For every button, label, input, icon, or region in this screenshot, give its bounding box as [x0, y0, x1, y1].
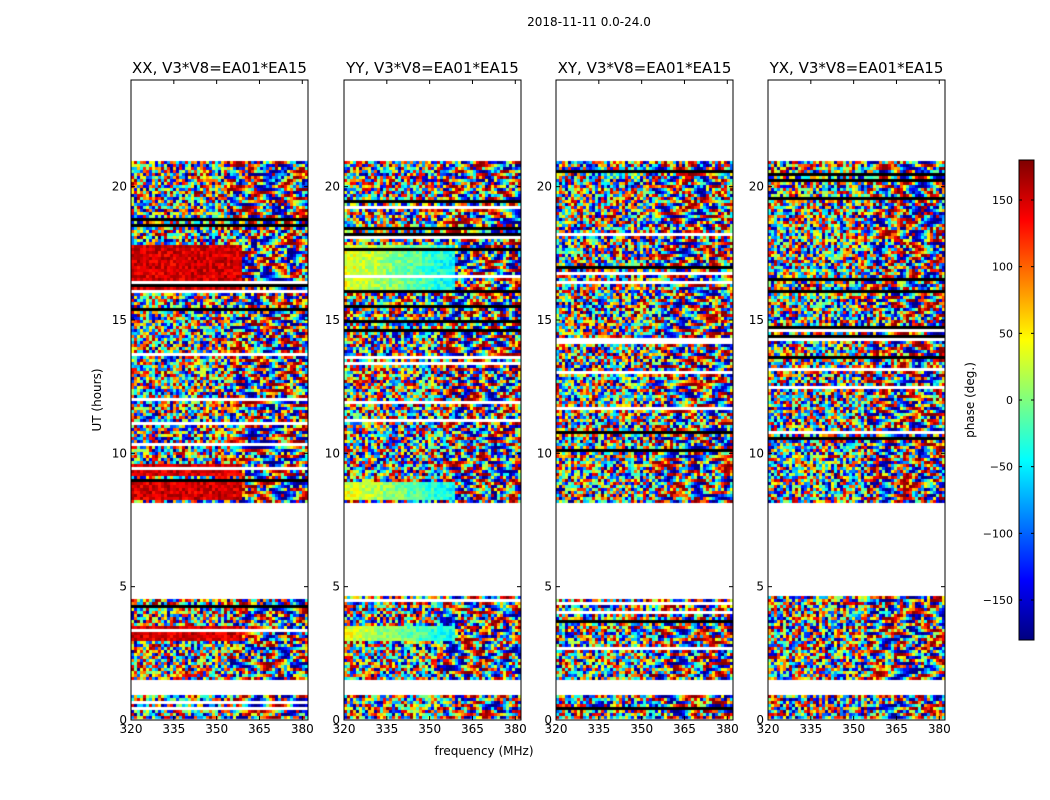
- y-tick-label: 20: [325, 180, 340, 194]
- x-tick-label: 365: [673, 722, 696, 736]
- x-tick-label: 380: [291, 722, 314, 736]
- panel-xy: XY, V3*V8=EA01*EA15 320 335 350 365 380 0 5 10 15…: [537, 59, 739, 736]
- y-tick-label: 15: [325, 313, 340, 327]
- panel-yx: YX, V3*V8=EA01*EA15 320 335 350 365 380 0 5 10 15…: [749, 59, 951, 736]
- panel-title: XX, V3*V8=EA01*EA15: [132, 59, 307, 77]
- panel-title: YX, V3*V8=EA01*EA15: [769, 59, 944, 77]
- x-tick-label: 335: [587, 722, 610, 736]
- x-tick-label: 350: [842, 722, 865, 736]
- x-tick-label: 380: [928, 722, 951, 736]
- y-tick-label: 0: [544, 713, 552, 727]
- panel-frame: [555, 79, 734, 721]
- figure-suptitle: 2018-11-11 0.0-24.0: [527, 15, 651, 29]
- x-tick-label: 320: [757, 722, 780, 736]
- colorbar-tick-label: 150: [992, 194, 1013, 207]
- x-tick-label: 335: [799, 722, 822, 736]
- y-tick-label: 20: [537, 180, 552, 194]
- y-tick-label: 5: [544, 580, 552, 594]
- y-tick-label: 10: [112, 446, 127, 460]
- y-tick-label: 0: [756, 713, 764, 727]
- y-tick-label: 15: [749, 313, 764, 327]
- y-tick-label: 10: [537, 446, 552, 460]
- panel-frame: [343, 79, 522, 721]
- x-tick-label: 335: [375, 722, 398, 736]
- colorbar-tick-label: 100: [992, 261, 1013, 274]
- y-tick-label: 0: [332, 713, 340, 727]
- x-tick-label: 350: [205, 722, 228, 736]
- y-tick-label: 5: [332, 580, 340, 594]
- colorbar-tick-label: 0: [1006, 394, 1013, 407]
- y-tick-label: 15: [537, 313, 552, 327]
- x-tick-label: 350: [418, 722, 441, 736]
- panel-frame: [767, 79, 946, 721]
- colorbar-label: phase (deg.): [963, 362, 977, 438]
- colorbar-tick-label: 50: [999, 327, 1013, 340]
- heatmap-image: [131, 80, 308, 720]
- colorbar-gradient: [1019, 160, 1034, 640]
- heatmap-image: [556, 80, 733, 720]
- x-tick-label: 365: [885, 722, 908, 736]
- y-tick-label: 0: [119, 713, 127, 727]
- y-tick-label: 20: [112, 180, 127, 194]
- panels-group: XX, V3*V8=EA01*EA15 320 335 350 365 380 0 5 10 15…: [112, 59, 951, 736]
- y-tick-label: 5: [756, 580, 764, 594]
- panel-yy: YY, V3*V8=EA01*EA15 320 335 350 365 380 0 5 10 15…: [325, 59, 527, 736]
- heatmap-image: [768, 80, 945, 720]
- x-tick-label: 380: [504, 722, 527, 736]
- x-tick-label: 335: [162, 722, 185, 736]
- x-tick-label: 365: [248, 722, 271, 736]
- colorbar-tick-label: −150: [983, 594, 1013, 607]
- x-tick-label: 365: [461, 722, 484, 736]
- y-tick-label: 10: [749, 446, 764, 460]
- colorbar-tick-label: −100: [983, 527, 1013, 540]
- x-tick-label: 320: [545, 722, 568, 736]
- y-tick-label: 5: [119, 580, 127, 594]
- y-tick-label: 10: [325, 446, 340, 460]
- colorbar-tick-label: −50: [990, 461, 1013, 474]
- panel-frame: [130, 79, 309, 721]
- y-tick-label: 15: [112, 313, 127, 327]
- x-tick-label: 350: [630, 722, 653, 736]
- y-tick-label: 20: [749, 180, 764, 194]
- x-axis-label: frequency (MHz): [434, 744, 533, 758]
- x-tick-label: 320: [333, 722, 356, 736]
- panel-title: YY, V3*V8=EA01*EA15: [345, 59, 519, 77]
- heatmap-image: [344, 80, 521, 720]
- panel-xx: XX, V3*V8=EA01*EA15 320 335 350 365 380 0 5 10 15…: [112, 59, 314, 736]
- y-axis-label: UT (hours): [90, 368, 104, 431]
- colorbar: 150 100 50 0 −50 −100 −150: [983, 159, 1035, 641]
- x-tick-label: 320: [120, 722, 143, 736]
- panel-title: XY, V3*V8=EA01*EA15: [558, 59, 732, 77]
- x-tick-label: 380: [716, 722, 739, 736]
